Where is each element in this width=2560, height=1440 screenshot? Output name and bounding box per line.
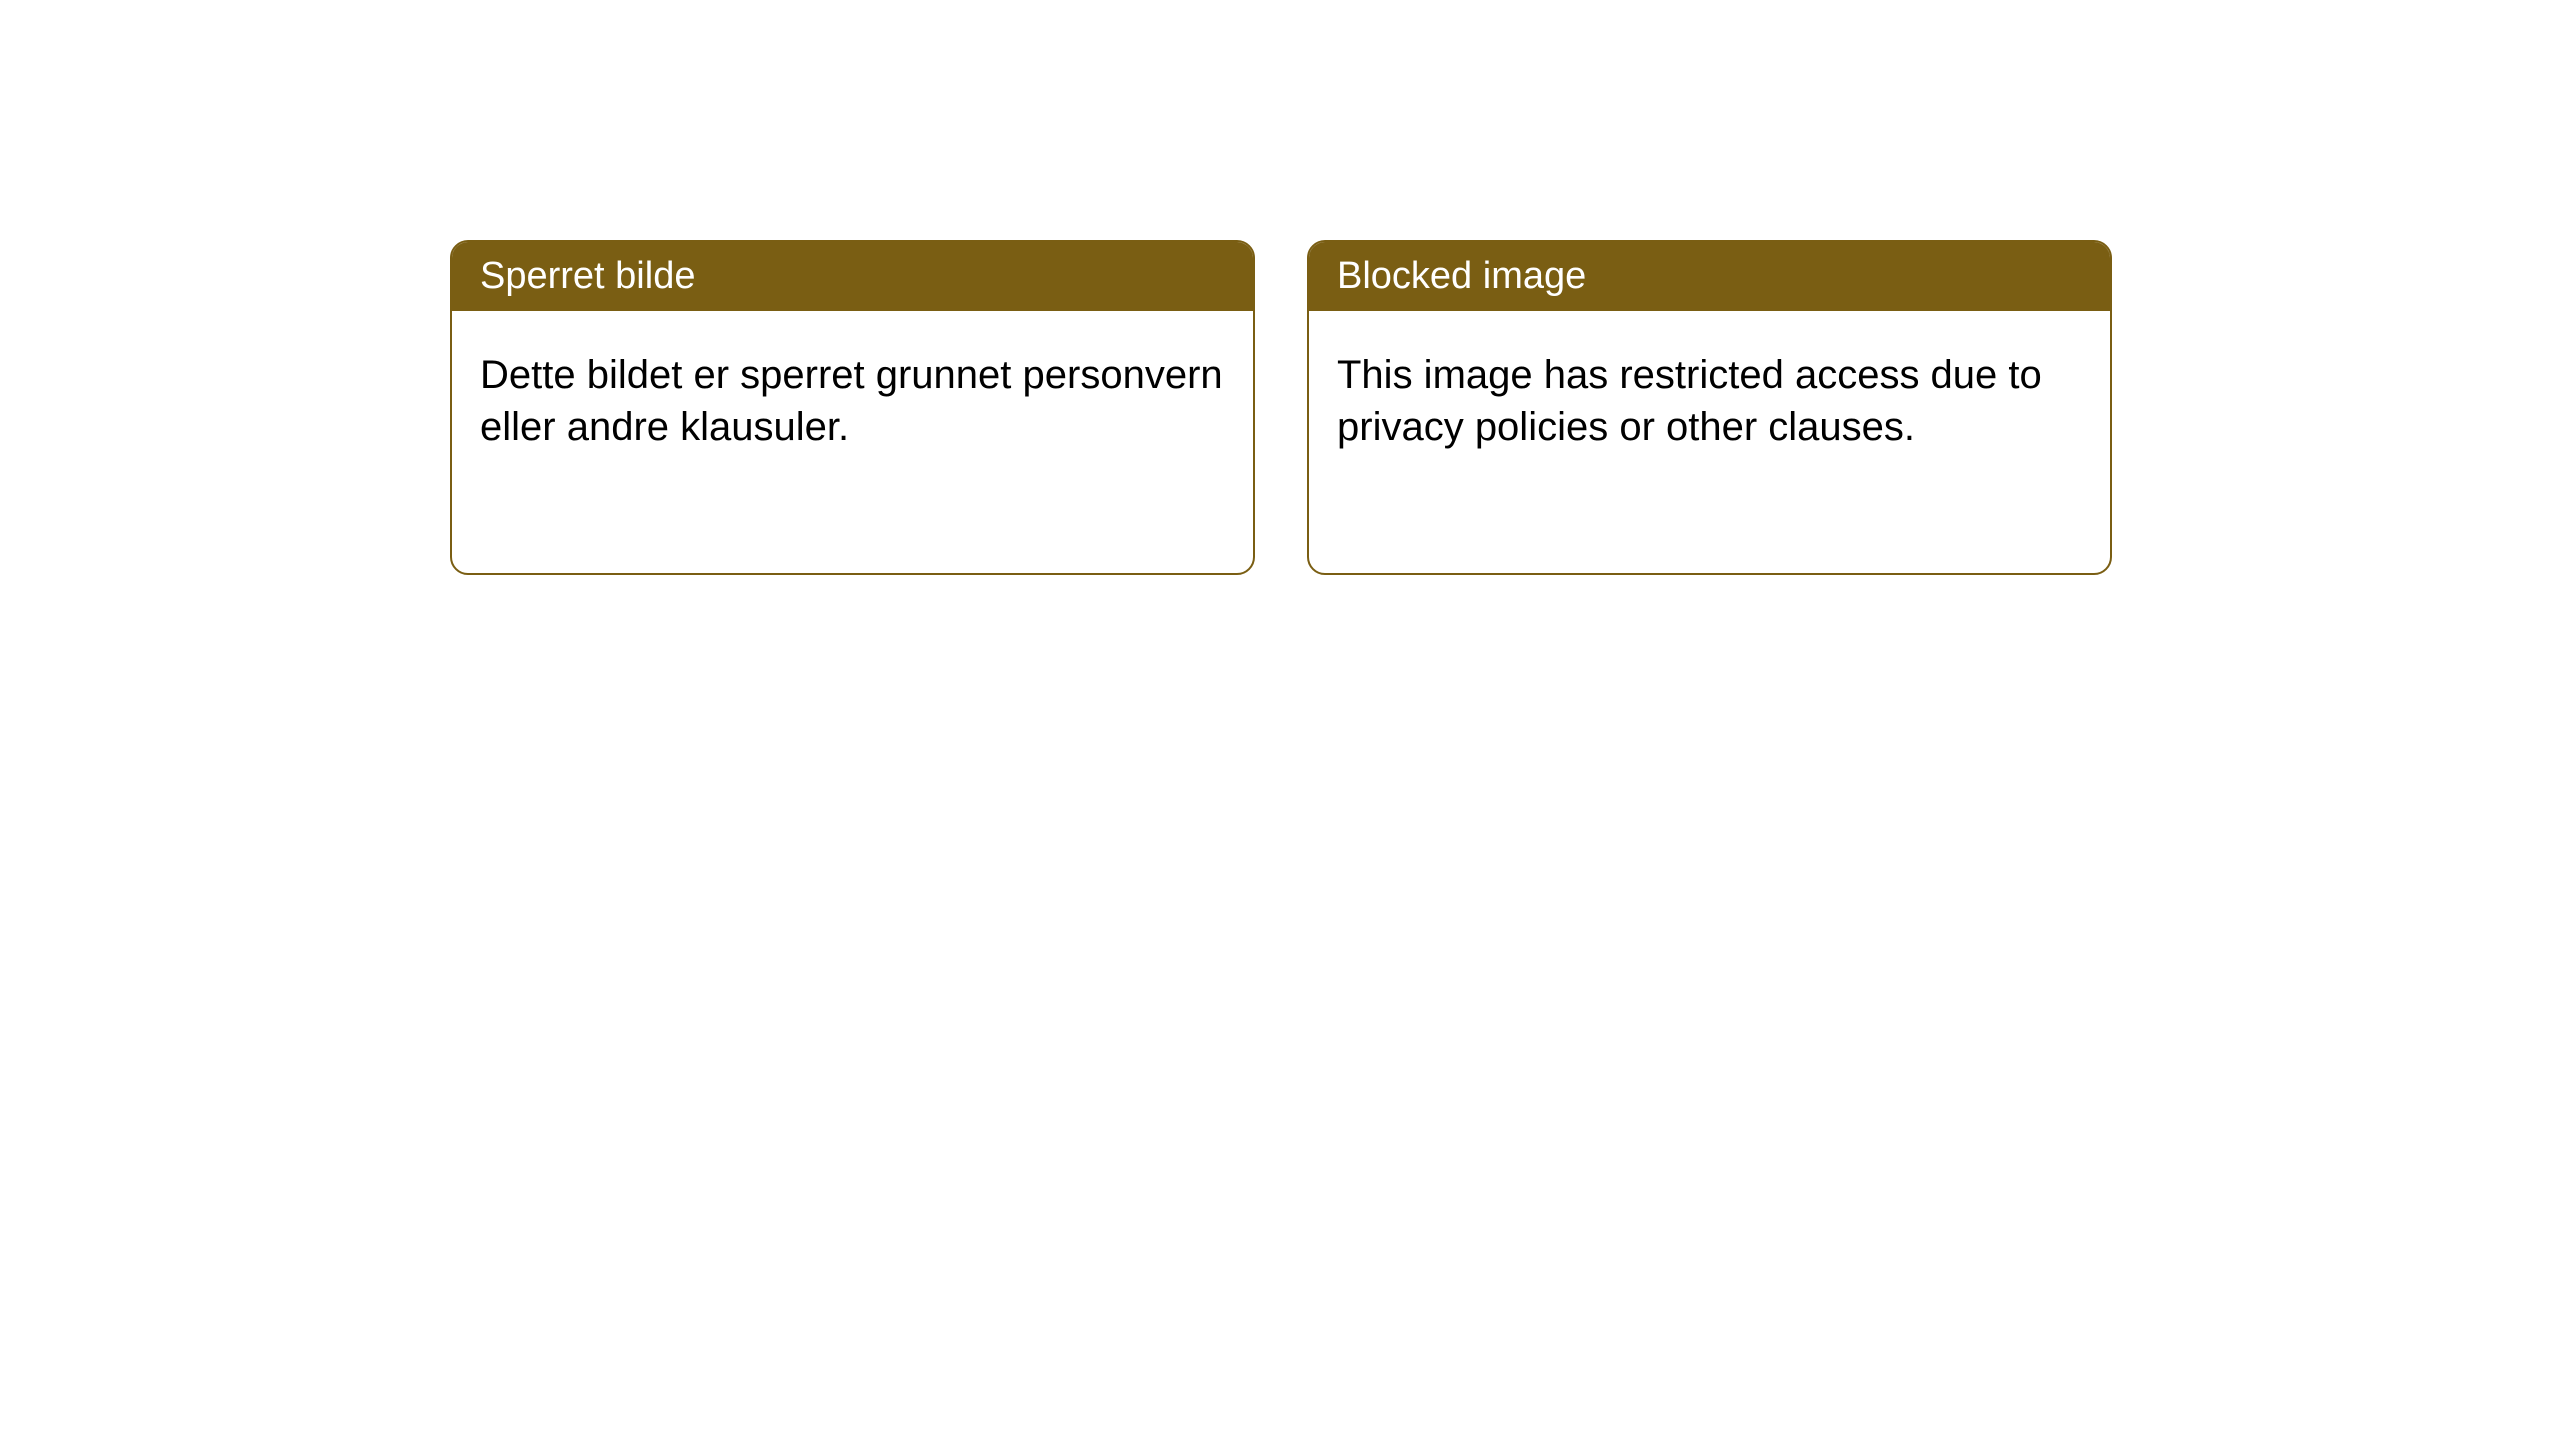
card-body: Dette bildet er sperret grunnet personve…	[452, 311, 1253, 491]
card-header: Sperret bilde	[452, 242, 1253, 311]
card-title: Sperret bilde	[480, 255, 695, 297]
card-body-text: Dette bildet er sperret grunnet personve…	[480, 353, 1223, 449]
card-header: Blocked image	[1309, 242, 2110, 311]
card-title: Blocked image	[1337, 255, 1586, 297]
card-body: This image has restricted access due to …	[1309, 311, 2110, 491]
card-body-text: This image has restricted access due to …	[1337, 353, 2042, 449]
notice-card-norwegian: Sperret bilde Dette bildet er sperret gr…	[450, 240, 1255, 575]
notice-cards-container: Sperret bilde Dette bildet er sperret gr…	[450, 240, 2560, 575]
notice-card-english: Blocked image This image has restricted …	[1307, 240, 2112, 575]
